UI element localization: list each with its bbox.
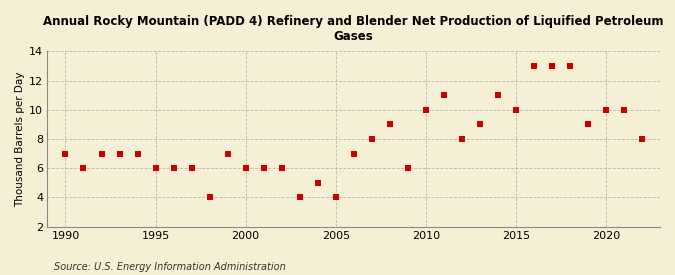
Point bbox=[421, 108, 431, 112]
Point bbox=[222, 151, 233, 156]
Point bbox=[186, 166, 197, 170]
Point bbox=[150, 166, 161, 170]
Point bbox=[168, 166, 179, 170]
Point bbox=[294, 195, 305, 200]
Point bbox=[564, 64, 575, 68]
Point bbox=[529, 64, 539, 68]
Point bbox=[114, 151, 125, 156]
Point bbox=[60, 151, 71, 156]
Point bbox=[330, 195, 341, 200]
Point bbox=[384, 122, 395, 127]
Point bbox=[475, 122, 485, 127]
Y-axis label: Thousand Barrels per Day: Thousand Barrels per Day bbox=[15, 71, 25, 207]
Point bbox=[547, 64, 558, 68]
Point bbox=[367, 137, 377, 141]
Text: Source: U.S. Energy Information Administration: Source: U.S. Energy Information Administ… bbox=[54, 262, 286, 272]
Point bbox=[78, 166, 89, 170]
Point bbox=[510, 108, 521, 112]
Point bbox=[456, 137, 467, 141]
Point bbox=[348, 151, 359, 156]
Point bbox=[402, 166, 413, 170]
Point bbox=[313, 181, 323, 185]
Point bbox=[601, 108, 612, 112]
Point bbox=[493, 93, 504, 97]
Title: Annual Rocky Mountain (PADD 4) Refinery and Blender Net Production of Liquified : Annual Rocky Mountain (PADD 4) Refinery … bbox=[43, 15, 664, 43]
Point bbox=[618, 108, 629, 112]
Point bbox=[96, 151, 107, 156]
Point bbox=[205, 195, 215, 200]
Point bbox=[583, 122, 593, 127]
Point bbox=[438, 93, 449, 97]
Point bbox=[276, 166, 287, 170]
Point bbox=[240, 166, 251, 170]
Point bbox=[637, 137, 647, 141]
Point bbox=[132, 151, 143, 156]
Point bbox=[259, 166, 269, 170]
